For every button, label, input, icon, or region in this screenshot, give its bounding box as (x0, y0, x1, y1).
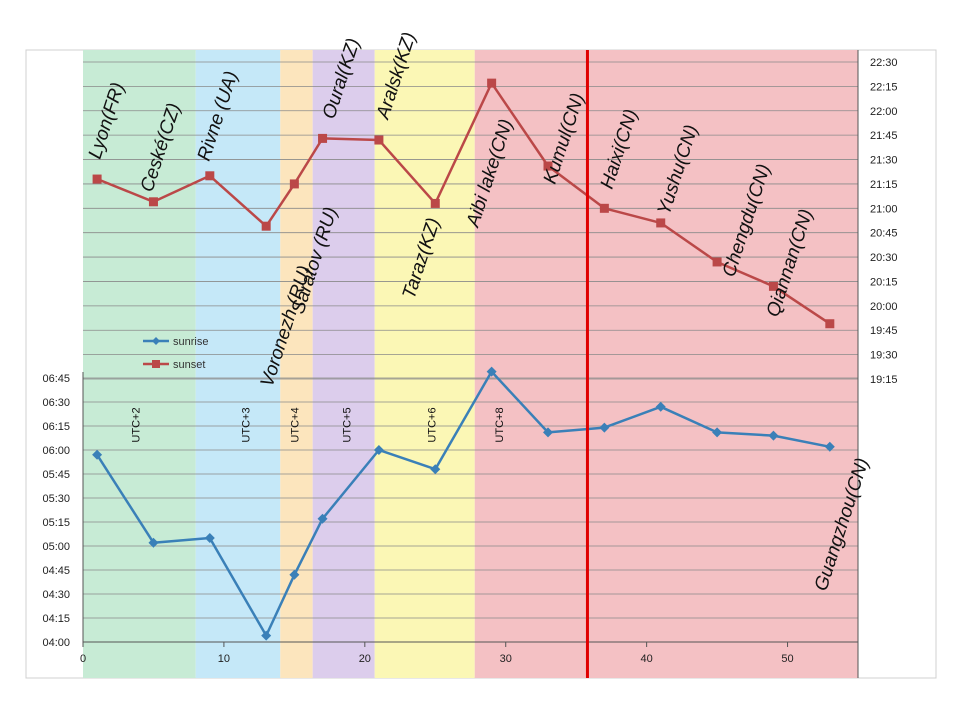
right-tick-label: 19:15 (870, 374, 898, 386)
timezone-band-utcplus8 (474, 50, 858, 678)
sunrise-point (373, 445, 384, 455)
left-tick-label: 06:30 (42, 397, 70, 409)
sunrise-point (543, 427, 553, 438)
sunrise-point (92, 449, 103, 460)
sunset-point (430, 198, 440, 208)
legend: sunrise sunset (143, 336, 208, 371)
sunset-point (487, 78, 497, 88)
right-tick-label: 20:45 (870, 228, 898, 240)
timezone-bands (83, 50, 858, 678)
timezone-band-utcplus6 (374, 50, 475, 678)
left-tick-label: 04:00 (42, 637, 70, 649)
sunset-point (261, 221, 271, 231)
sunrise-point (317, 513, 328, 524)
timezone-label: UTC+8 (494, 407, 506, 442)
sunset-point (825, 319, 835, 329)
timezone-band-utcplus4 (280, 50, 313, 678)
x-tick-label: 20 (359, 653, 371, 665)
right-tick-label: 19:30 (870, 350, 898, 362)
sunset-point (768, 281, 778, 291)
right-tick-label: 21:30 (870, 155, 898, 167)
x-tick-label: 40 (641, 653, 653, 665)
left-tick-label: 05:15 (42, 517, 70, 529)
legend-swatch-marker (152, 360, 160, 368)
right-tick-label: 21:00 (870, 203, 898, 215)
left-tick-label: 04:45 (42, 565, 70, 577)
legend-swatch-marker (152, 337, 160, 345)
sunset-point (205, 171, 215, 181)
sunset-point (318, 133, 328, 143)
right-tick-label: 22:15 (870, 81, 898, 93)
x-tick-label: 0 (80, 653, 86, 665)
sunrise-point (768, 430, 779, 441)
left-tick-label: 06:00 (42, 445, 70, 457)
sunset-point (599, 203, 609, 213)
sunrise-point (824, 441, 835, 452)
sunrise-point (289, 569, 300, 580)
legend-label: sunset (173, 359, 205, 371)
timezone-band-utcplus5 (312, 50, 375, 678)
right-tick-label: 22:00 (870, 106, 898, 118)
timezone-band-utcplus2 (83, 50, 196, 678)
right-tick-label: 20:30 (870, 252, 898, 264)
timezone-labels: UTC+2 UTC+3 UTC+4 UTC+5 UTC+6 UTC+8 (130, 407, 506, 442)
right-tick-label: 20:00 (870, 301, 898, 313)
sunrise-point (204, 533, 215, 543)
timezone-label: UTC+2 (130, 407, 142, 442)
sunset-point (289, 179, 299, 189)
sunset-point (374, 135, 384, 145)
sunrise-point (712, 427, 723, 438)
sunrise-point (261, 630, 272, 641)
sunrise-point (599, 422, 610, 433)
right-tick-label: 22:30 (870, 57, 898, 69)
sunset-point (712, 257, 722, 267)
timezone-label: UTC+3 (240, 407, 252, 442)
right-tick-label: 20:15 (870, 276, 898, 288)
right-tick-label: 19:45 (870, 325, 898, 337)
timezone-band-utcplus3 (195, 50, 281, 678)
x-tick-label: 50 (781, 653, 793, 665)
axes: 04:00 04:15 04:30 04:45 05:00 05:15 05:30 05:45… (42, 50, 898, 678)
series-markers (92, 78, 835, 641)
timezone-label: UTC+5 (342, 407, 354, 442)
left-tick-label: 06:45 (42, 373, 70, 385)
sunrise-point (148, 537, 159, 548)
sunrise-point (430, 464, 441, 475)
left-tick-label: 05:30 (42, 493, 70, 505)
x-tick-label: 30 (500, 653, 512, 665)
timezone-label: UTC+6 (426, 407, 438, 442)
timezone-label: UTC+4 (290, 407, 302, 442)
x-tick-label: 10 (218, 653, 230, 665)
left-tick-label: 05:00 (42, 541, 70, 553)
left-tick-label: 04:15 (42, 613, 70, 625)
right-tick-label: 21:45 (870, 130, 898, 142)
sunset-point (543, 161, 553, 171)
sunset-point (148, 197, 158, 207)
sunset-point (92, 174, 102, 184)
legend-label: sunrise (173, 336, 208, 348)
sunrise-point (486, 366, 497, 377)
left-tick-label: 05:45 (42, 469, 70, 481)
left-tick-label: 06:15 (42, 421, 70, 433)
left-tick-label: 04:30 (42, 589, 70, 601)
sunrise-point (655, 401, 666, 412)
right-tick-label: 21:15 (870, 179, 898, 191)
sunset-point (656, 218, 666, 228)
